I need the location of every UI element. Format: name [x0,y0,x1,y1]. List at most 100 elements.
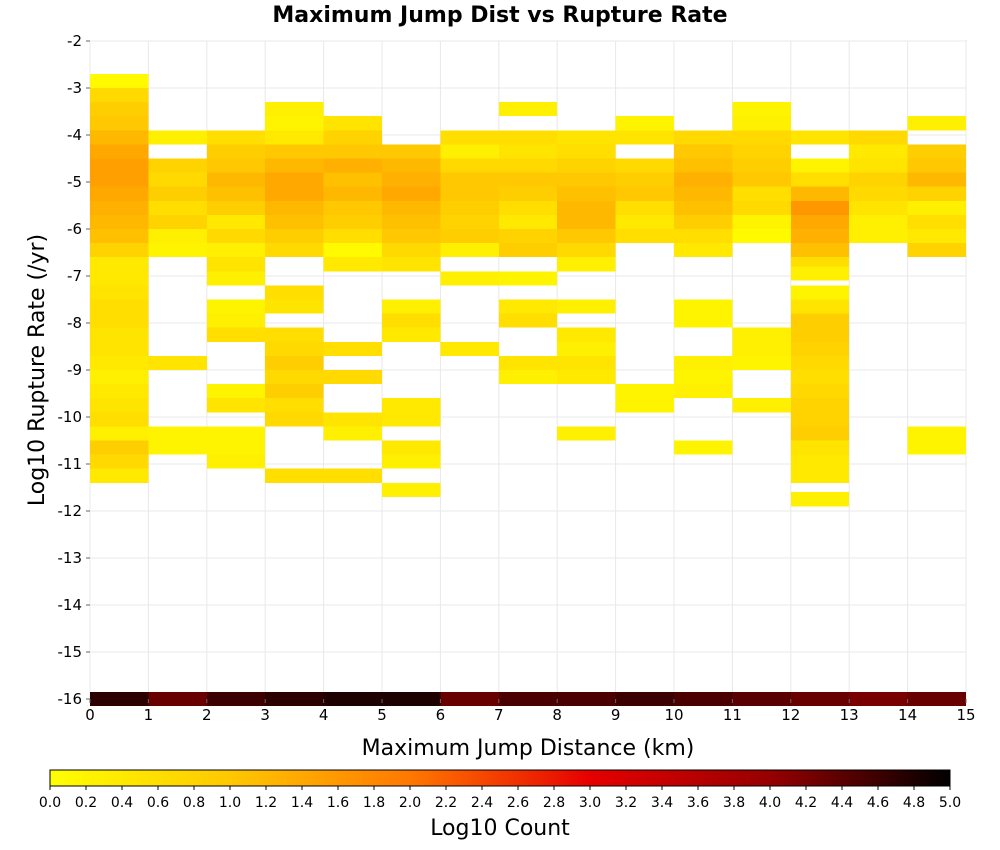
heatmap-cell [90,200,149,215]
heatmap-cell [790,454,850,469]
heatmap-cell [90,341,149,356]
heatmap-cell [90,691,149,707]
heatmap-cell [90,73,149,88]
heatmap-cell [265,144,324,159]
x-tick-label: 15 [956,706,975,724]
heatmap-cell [206,229,266,244]
heatmap-cell [90,299,149,314]
heatmap-cell [498,158,558,173]
heatmap-cell [382,412,441,427]
heatmap-cell [674,440,733,455]
x-tick-label: 1 [144,706,154,724]
heatmap-cell [907,200,966,215]
heatmap-cell [206,691,266,707]
heatmap-cell [732,398,791,413]
colorbar-tick-label: 4.0 [759,795,781,811]
heatmap-cell [615,214,674,229]
heatmap-cell [90,412,149,427]
heatmap-cell [907,144,966,159]
heatmap-cell [90,158,149,173]
heatmap-cell [674,299,733,314]
heatmap-cell [206,257,266,272]
heatmap-cell [440,186,499,201]
heatmap-cell [849,691,908,707]
heatmap-cell [265,172,324,187]
colorbar-tick-label: 4.6 [867,795,889,811]
heatmap-cell [206,454,266,469]
heatmap-cell [265,398,324,413]
heatmap-cell [440,341,499,356]
heatmap-cell [498,691,558,707]
x-tick-label: 14 [898,706,917,724]
heatmap-cell [674,355,733,370]
heatmap-cell [382,158,441,173]
heatmap-cell [323,370,382,385]
heatmap-cell [265,186,324,201]
colorbar-tick-label: 0.0 [39,795,61,811]
heatmap-cell [907,214,966,229]
heatmap-cell [790,299,850,314]
heatmap-cell [557,426,616,441]
heatmap-cell [674,313,733,328]
heatmap-cell [206,214,266,229]
heatmap-cell [498,172,558,187]
heatmap-cell [206,271,266,286]
heatmap-cell [907,158,966,173]
heatmap-cell [382,691,441,707]
heatmap-cell [557,214,616,229]
heatmap-cell [90,243,149,258]
colorbar-ticks: 0.0 0.2 0.4 0.6 0.8 1.0 1.2 1.4 1.6 1.8 2.0 2.2 2.4 2… [39,786,961,811]
heatmap-cell [732,229,791,244]
x-tick-label: 4 [319,706,329,724]
heatmap-cell [382,144,441,159]
heatmap-cell [907,426,966,441]
heatmap-cell [732,341,791,356]
heatmap-cell [498,229,558,244]
heatmap-cell [907,440,966,455]
heatmap-cell [674,186,733,201]
heatmap-cell [265,468,324,483]
heatmap-cell [382,440,441,455]
heatmap-cell [323,691,382,707]
heatmap-cell [90,186,149,201]
heatmap-cell [498,355,558,370]
heatmap-cell [206,440,266,455]
heatmap-cell [557,327,616,342]
heatmap-cell [206,243,266,258]
colorbar-tick-label: 3.8 [723,795,745,811]
heatmap-cell [265,341,324,356]
heatmap-cell [615,158,674,173]
heatmap-cell [498,186,558,201]
heatmap-cell [148,130,207,145]
heatmap-cell [382,243,441,258]
heatmap-cell [323,426,382,441]
heatmap-cell [382,327,441,342]
heatmap-cell [674,243,733,258]
colorbar-tick-label: 0.2 [75,795,97,811]
y-tick-label: -9 [67,361,82,379]
colorbar-tick-label: 2.2 [435,795,457,811]
heatmap-cell [265,102,324,117]
colorbar-tick-label: 2.4 [471,795,493,811]
y-tick-label: -7 [67,267,82,285]
heatmap-cell [206,327,266,342]
heatmap-cell [90,370,149,385]
heatmap-cell [498,370,558,385]
heatmap-cell [206,384,266,399]
heatmap-cell [206,158,266,173]
heatmap-cell [790,266,850,281]
heatmap-cell [790,355,850,370]
colorbar-tick-label: 2.6 [507,795,529,811]
heatmap-cell [790,313,850,328]
colorbar-tick-label: 1.8 [363,795,385,811]
heatmap-cell [732,116,791,131]
y-tick-label: -12 [58,502,83,520]
colorbar-tick-label: 0.6 [147,795,169,811]
heatmap-cell [790,158,850,173]
heatmap-cell [440,271,499,286]
heatmap-cell [498,144,558,159]
heatmap-cell [440,229,499,244]
x-axis-label: Maximum Jump Distance (km) [362,736,695,761]
heatmap-cell [732,158,791,173]
heatmap-cell [90,144,149,159]
